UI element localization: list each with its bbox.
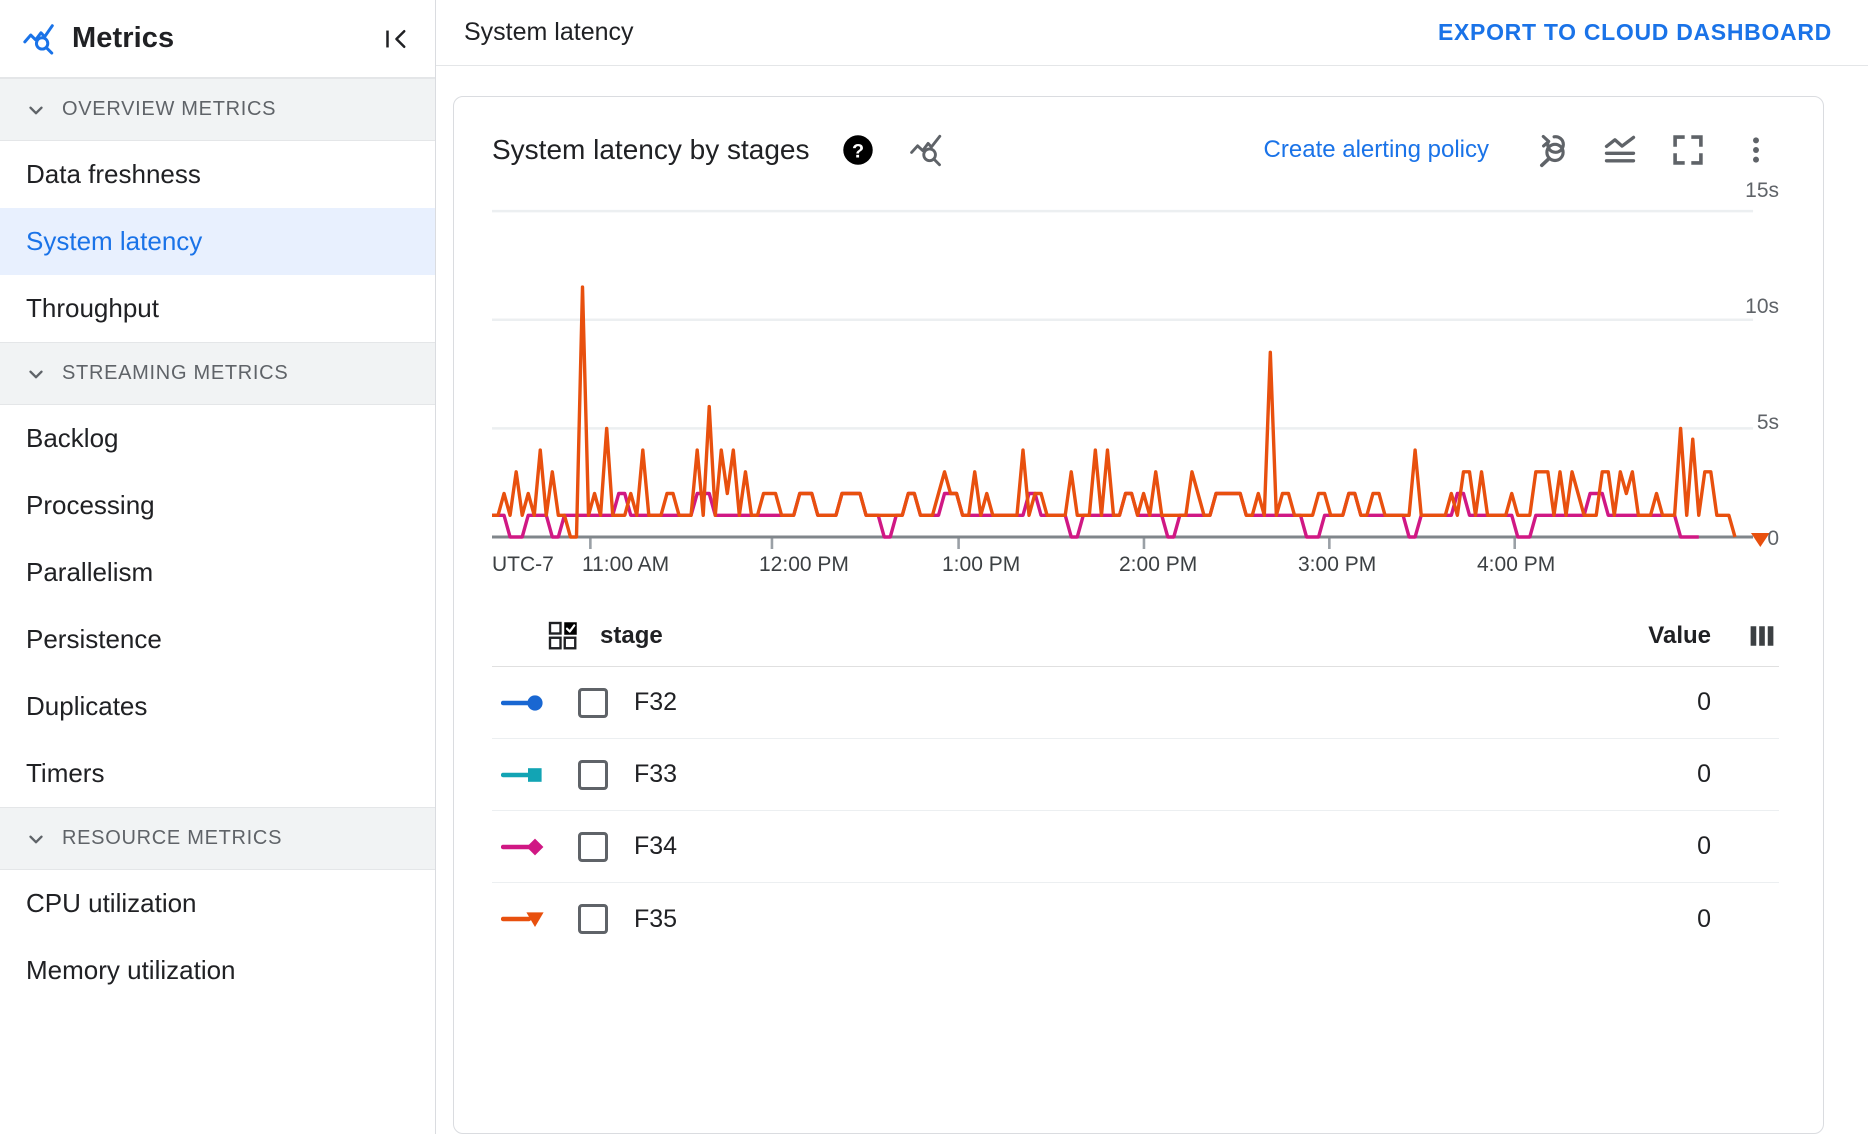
sidebar-item-label: Timers (26, 758, 105, 788)
y-tick-label-10s: 10s (1745, 295, 1779, 318)
legend-checkbox-f33[interactable] (578, 759, 608, 790)
chevron-down-icon (22, 360, 50, 388)
legend-series-name: F34 (634, 832, 678, 860)
sidebar-item-system-latency[interactable]: System latency (0, 208, 435, 275)
legend-column-header-value[interactable]: Value (1648, 621, 1711, 649)
series-marker-diamond-icon (498, 835, 554, 859)
sidebar-title: Metrics (72, 22, 175, 54)
table-row[interactable]: F35 0 (492, 883, 1779, 955)
x-tick-label-1100am: 11:00 AM (582, 553, 670, 576)
legend-series-value: 0 (1697, 688, 1711, 716)
chart-card: System latency by stages ? (453, 96, 1824, 1134)
legend-series-name: F32 (634, 688, 678, 716)
page-title: System latency (464, 18, 634, 46)
legend-checkbox-f34[interactable] (578, 831, 608, 862)
sidebar-item-timers[interactable]: Timers (0, 740, 435, 807)
sidebar-item-label: Parallelism (26, 557, 154, 587)
reset-zoom-icon[interactable] (1529, 127, 1575, 173)
main-panel: System latency EXPORT TO CLOUD DASHBOARD… (436, 0, 1868, 1134)
chart-series-line-f35 (492, 287, 1735, 537)
sidebar-item-persistence[interactable]: Persistence (0, 606, 435, 673)
current-value-marker-f35 (1750, 533, 1770, 547)
sidebar-item-label: Persistence (26, 624, 162, 654)
collapse-panel-icon[interactable] (379, 22, 413, 56)
sidebar-item-data-freshness[interactable]: Data freshness (0, 141, 435, 208)
chart-toolbar (1529, 127, 1779, 173)
series-marker-circle-icon (498, 691, 554, 715)
legend-checkbox-f35[interactable] (578, 904, 608, 934)
sidebar-header: Metrics (0, 0, 435, 78)
x-axis-timezone-label: UTC-7 (492, 553, 554, 576)
sidebar-group-resource[interactable]: RESOURCE METRICS (0, 807, 435, 870)
sidebar-group-streaming[interactable]: STREAMING METRICS (0, 342, 435, 405)
page-topbar: System latency EXPORT TO CLOUD DASHBOARD (436, 0, 1868, 66)
chart-gridlines (492, 209, 1754, 430)
sidebar-item-label: Data freshness (26, 159, 201, 189)
legend-series-name: F33 (634, 760, 678, 788)
sidebar-item-memory-utilization[interactable]: Memory utilization (0, 937, 435, 1004)
sidebar-item-cpu-utilization[interactable]: CPU utilization (0, 870, 435, 937)
sidebar-group-label: RESOURCE METRICS (62, 827, 283, 849)
sidebar-item-label: Backlog (26, 423, 119, 453)
help-circle-icon[interactable]: ? (835, 127, 881, 173)
legend-series-name: F35 (634, 904, 678, 933)
fullscreen-icon[interactable] (1665, 127, 1711, 173)
latency-line-chart[interactable] (492, 185, 1779, 585)
content-area: System latency by stages ? (436, 66, 1868, 1134)
sidebar-item-label: Throughput (26, 293, 159, 323)
metrics-explorer-icon (18, 18, 60, 60)
y-tick-label-15s: 15s (1745, 179, 1779, 202)
sidebar-group-overview[interactable]: OVERVIEW METRICS (0, 78, 435, 141)
metrics-explorer-icon[interactable] (903, 127, 949, 173)
chart-title: System latency by stages (492, 134, 810, 165)
sidebar-item-label: Processing (26, 490, 155, 520)
sidebar-item-throughput[interactable]: Throughput (0, 275, 435, 342)
legend-checkbox-f32[interactable] (578, 687, 608, 718)
chart-card-header: System latency by stages ? (454, 97, 1823, 173)
legend-series-value: 0 (1697, 832, 1711, 860)
chart-plot-area: 15s 10s 5s 0 UTC-7 11:00 AM 12:00 PM 1:0… (454, 179, 1823, 585)
chevron-down-icon (22, 825, 50, 853)
sidebar-group-label: STREAMING METRICS (62, 362, 289, 384)
x-tick-label-100pm: 1:00 PM (942, 553, 1021, 576)
legend-column-header-stage[interactable]: stage (600, 621, 663, 649)
sidebar-item-parallelism[interactable]: Parallelism (0, 539, 435, 606)
chart-x-ticks (589, 537, 1517, 549)
sidebar-item-label: CPU utilization (26, 888, 197, 918)
sidebar-item-label: System latency (26, 226, 203, 256)
sidebar-item-label: Duplicates (26, 691, 148, 721)
table-row[interactable]: F34 0 (492, 811, 1779, 883)
select-all-grid-icon[interactable] (548, 621, 582, 651)
x-tick-label-200pm: 2:00 PM (1119, 553, 1198, 576)
sidebar-group-label: OVERVIEW METRICS (62, 98, 277, 120)
sidebar-item-processing[interactable]: Processing (0, 472, 435, 539)
table-row[interactable]: F32 0 (492, 667, 1779, 739)
chart-lines-icon[interactable] (1597, 127, 1643, 173)
export-to-cloud-dashboard-button[interactable]: EXPORT TO CLOUD DASHBOARD (1437, 19, 1832, 45)
chart-canvas[interactable]: 15s 10s 5s 0 UTC-7 11:00 AM 12:00 PM 1:0… (492, 179, 1779, 585)
legend-series-value: 0 (1697, 904, 1711, 933)
x-tick-label-300pm: 3:00 PM (1298, 553, 1377, 576)
sidebar-item-backlog[interactable]: Backlog (0, 405, 435, 472)
chart-series (492, 287, 1735, 537)
y-tick-label-5s: 5s (1756, 411, 1779, 434)
sidebar-item-label: Memory utilization (26, 955, 236, 985)
legend-header-row: stage Value (492, 605, 1779, 667)
x-tick-label-400pm: 4:00 PM (1477, 553, 1556, 576)
x-tick-label-1200pm: 12:00 PM (759, 553, 849, 576)
svg-text:?: ? (852, 140, 864, 162)
series-marker-square-icon (498, 763, 554, 787)
more-vert-icon[interactable] (1733, 127, 1779, 173)
y-tick-label-0: 0 (1767, 527, 1779, 550)
series-marker-triangle-down-icon (498, 907, 554, 931)
legend-table: stage Value (492, 605, 1779, 955)
create-alerting-policy-link[interactable]: Create alerting policy (1263, 136, 1489, 163)
legend-series-value: 0 (1697, 760, 1711, 788)
chevron-down-icon (22, 96, 50, 124)
metrics-sidebar: Metrics OVERVIEW METRICS Data freshness … (0, 0, 436, 1134)
table-row[interactable]: F33 0 (492, 739, 1779, 811)
sidebar-item-duplicates[interactable]: Duplicates (0, 673, 435, 740)
columns-icon[interactable] (1745, 623, 1779, 649)
